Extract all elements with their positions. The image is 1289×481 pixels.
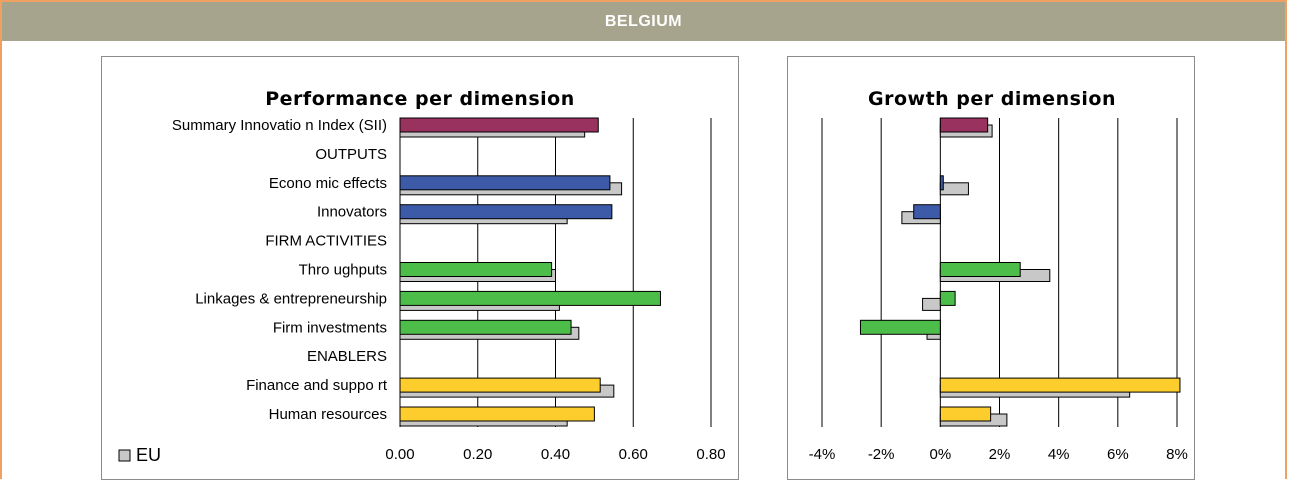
category-label: Linkages & entrepreneurship: [195, 290, 387, 307]
country-bar: [859, 319, 941, 335]
x-tick-label: 0.80: [696, 446, 725, 463]
chart-title: Growth per dimension: [868, 88, 1116, 110]
performance-chart-panel: Performance per dimension 0.00 0.20 0.40 0.6…: [101, 56, 739, 480]
category-label: Finance and suppo rt: [246, 377, 388, 394]
legend-eu-swatch: [118, 449, 131, 462]
eu-bar: [939, 182, 969, 196]
legend-eu-label: EU: [136, 445, 161, 465]
country-bar: [399, 117, 599, 133]
country-bar: [939, 175, 944, 191]
x-tick-label: 6%: [1107, 446, 1129, 463]
country-bar: [939, 262, 1021, 277]
country-bar: [399, 204, 613, 220]
x-tick-label: 4%: [1048, 446, 1070, 463]
category-label: Firm investments: [273, 319, 387, 336]
country-bar: [399, 377, 601, 393]
performance-chart: Performance per dimension 0.00 0.20 0.40 0.6…: [118, 88, 726, 465]
country-bar: [939, 377, 1181, 393]
country-bar: [939, 290, 956, 306]
growth-chart-panel: Growth per dimension -4% -2% 0% 2% 4% 6% 8%: [787, 56, 1195, 480]
country-header: BELGIUM: [2, 2, 1285, 41]
category-label: Summary Innovatio n Index (SII): [172, 117, 387, 134]
country-bar: [399, 262, 553, 277]
country-bar: [399, 290, 661, 306]
x-tick-label: 0%: [929, 446, 951, 463]
country-bar: [399, 406, 595, 422]
country-bar: [399, 175, 611, 191]
category-label: FIRM ACTIVITIES: [265, 233, 387, 250]
country-bar: [939, 406, 992, 422]
x-tick-label: 0.00: [385, 446, 414, 463]
eu-bar: [922, 297, 941, 311]
country-bar: [913, 204, 941, 220]
country-bar: [399, 319, 572, 335]
category-label: Econo mic effects: [269, 175, 387, 192]
x-tick-label: 8%: [1166, 446, 1188, 463]
category-label: Innovators: [317, 204, 387, 221]
x-tick-label: 0.60: [619, 446, 648, 463]
growth-chart: Growth per dimension -4% -2% 0% 2% 4% 6% 8%: [809, 88, 1188, 463]
x-tick-label: 2%: [989, 446, 1011, 463]
category-label: Human resources: [269, 406, 387, 423]
country-title: BELGIUM: [604, 12, 683, 30]
chart-title: Performance per dimension: [265, 88, 574, 110]
category-label: Thro ughputs: [299, 262, 387, 279]
x-tick-label: -4%: [809, 446, 836, 463]
category-label: ENABLERS: [307, 348, 387, 365]
x-tick-label: 0.20: [463, 446, 492, 463]
x-tick-label: 0.40: [541, 446, 570, 463]
category-label: OUTPUTS: [315, 146, 387, 163]
country-bar: [939, 117, 989, 133]
x-tick-label: -2%: [868, 446, 895, 463]
